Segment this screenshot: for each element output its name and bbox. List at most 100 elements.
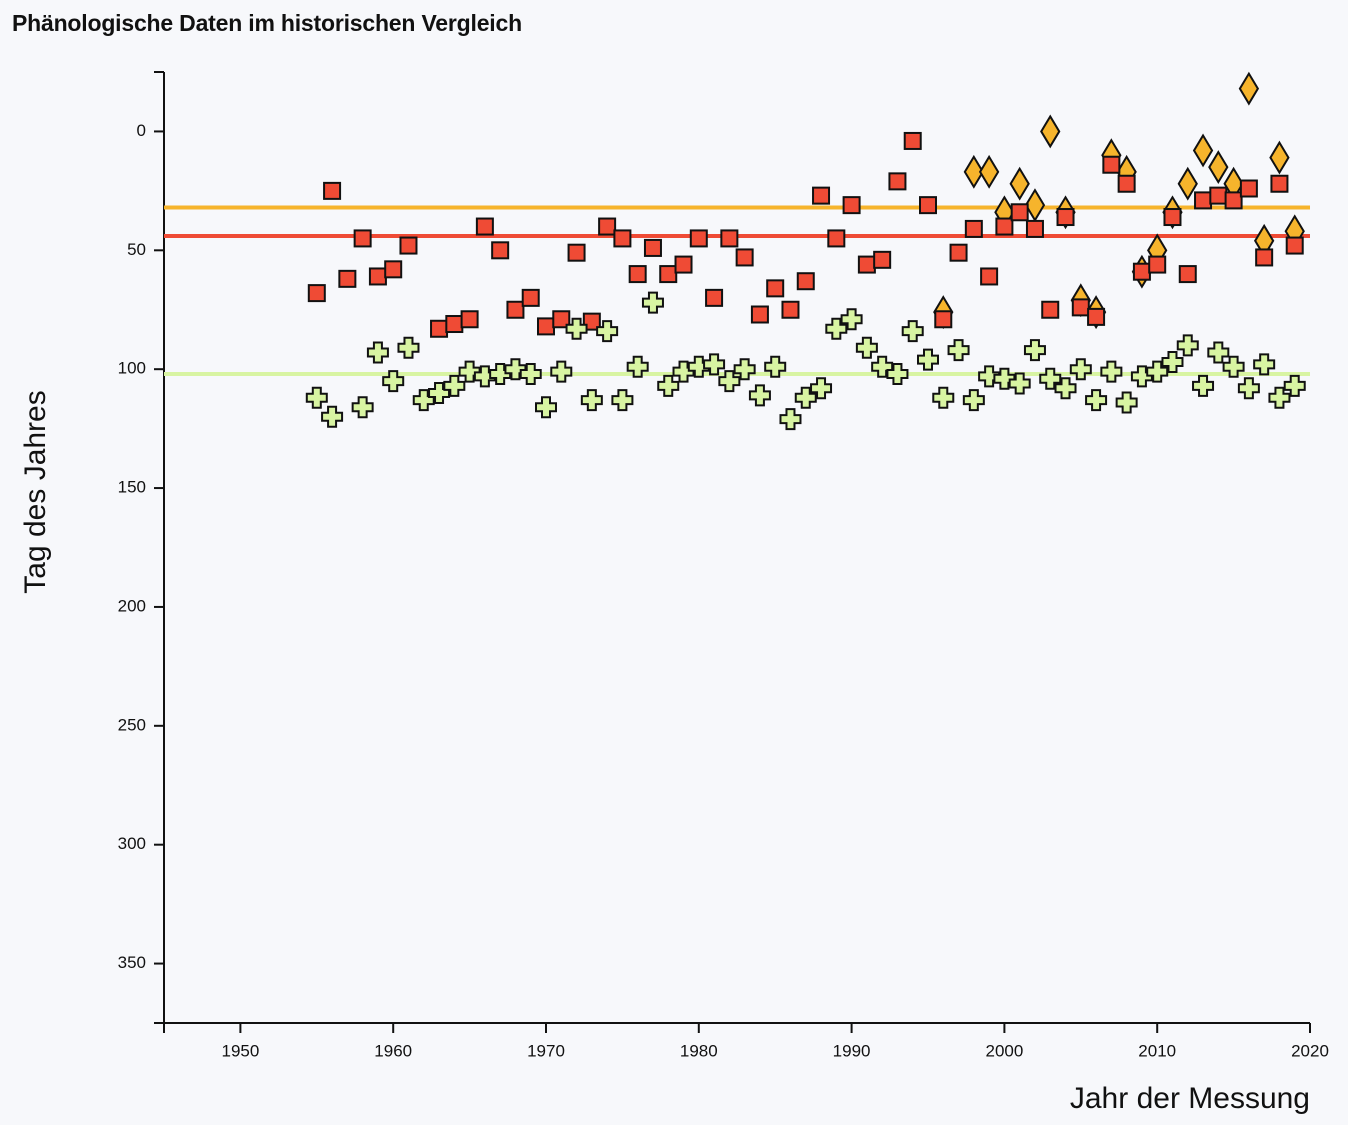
square-point — [705, 288, 724, 307]
diamond-point — [1177, 166, 1198, 201]
cross-point — [428, 381, 451, 404]
diamond-point — [978, 154, 1000, 189]
cross-point — [504, 358, 527, 381]
square-point — [1255, 248, 1274, 267]
x-tick-label: 1950 — [221, 1041, 259, 1060]
square-point — [521, 288, 540, 307]
square-point — [1270, 174, 1289, 193]
x-tick-label: 1970 — [527, 1041, 565, 1060]
cross-point — [565, 317, 588, 340]
y-tick-label: 150 — [118, 478, 146, 497]
x-tick-label: 2020 — [1291, 1041, 1329, 1060]
square-point — [368, 267, 387, 286]
cross-point — [1039, 367, 1062, 390]
diamond-point — [963, 154, 985, 189]
square-point — [873, 250, 892, 269]
square-point — [888, 172, 907, 191]
cross-point — [550, 360, 573, 383]
square-point — [750, 305, 769, 324]
diamond-point — [1238, 71, 1260, 106]
square-point — [598, 217, 617, 236]
cross-point — [305, 386, 328, 409]
cross-point — [1085, 389, 1108, 412]
square-point — [934, 310, 953, 329]
cross-point — [993, 367, 1016, 390]
cross-point — [626, 355, 649, 378]
cross-point — [733, 358, 756, 381]
square-point — [430, 319, 449, 338]
cross-point — [458, 360, 481, 383]
diamond-point — [1040, 114, 1061, 149]
cross-point — [611, 389, 634, 412]
cross-point — [580, 389, 603, 412]
cross-point — [871, 355, 894, 378]
cross-point — [932, 386, 955, 409]
square-point — [582, 312, 601, 331]
cross-point — [321, 405, 344, 428]
cross-point — [641, 291, 664, 314]
cross-point — [901, 320, 924, 343]
cross-point — [855, 336, 878, 359]
cross-point — [1069, 358, 1092, 381]
square-point — [1178, 265, 1197, 284]
square-point — [1285, 236, 1304, 255]
square-point — [567, 243, 586, 262]
square-point — [796, 272, 815, 291]
square-point — [1209, 186, 1228, 205]
square-point — [399, 236, 418, 255]
cross-point — [840, 308, 863, 331]
y-tick-label: 350 — [118, 953, 146, 972]
square-point — [1041, 300, 1060, 319]
cross-point — [1237, 377, 1260, 400]
square-point — [857, 255, 876, 274]
cross-point — [443, 374, 466, 397]
square-point — [1163, 208, 1182, 227]
x-tick-label: 1960 — [374, 1041, 412, 1060]
cross-point — [1115, 391, 1138, 414]
square-point — [980, 267, 999, 286]
y-tick-label: 250 — [118, 715, 146, 734]
cross-point — [382, 370, 405, 393]
cross-point — [596, 320, 619, 343]
square-point — [827, 229, 846, 248]
cross-point — [366, 341, 389, 364]
square-point — [964, 219, 983, 238]
cross-point — [917, 348, 939, 371]
cross-point — [489, 362, 512, 385]
diamond-point — [1269, 140, 1290, 175]
cross-point — [947, 339, 970, 362]
square-point — [552, 310, 571, 329]
cross-point — [1023, 339, 1046, 362]
cross-point — [779, 408, 802, 431]
cross-point — [687, 355, 710, 378]
square-point — [812, 186, 831, 205]
diamond-point — [1192, 133, 1214, 168]
cross-point — [535, 396, 557, 419]
square-point — [307, 284, 326, 303]
cross-point — [764, 355, 787, 378]
y-axis-title: Tag des Jahres — [19, 390, 52, 593]
x-tick-label: 1980 — [680, 1041, 718, 1060]
cross-point — [1146, 360, 1169, 383]
y-tick-label: 0 — [137, 121, 146, 140]
cross-point — [1100, 360, 1123, 383]
square-point — [995, 217, 1014, 236]
diamond-point — [1208, 150, 1229, 185]
cross-point — [703, 353, 726, 376]
y-tick-label: 100 — [118, 359, 146, 378]
square-point — [1132, 262, 1151, 281]
cross-point — [657, 374, 680, 397]
cross-point — [412, 389, 435, 412]
y-tick-label: 200 — [118, 596, 146, 615]
square-point — [735, 248, 754, 267]
square-point — [903, 131, 922, 150]
square-point — [1239, 179, 1258, 198]
square-point — [613, 229, 632, 248]
square-point — [1010, 203, 1029, 222]
cross-point — [397, 336, 420, 359]
square-point — [689, 229, 708, 248]
square-point — [475, 217, 494, 236]
cross-point — [1192, 374, 1215, 397]
diamond-point — [1009, 166, 1030, 201]
